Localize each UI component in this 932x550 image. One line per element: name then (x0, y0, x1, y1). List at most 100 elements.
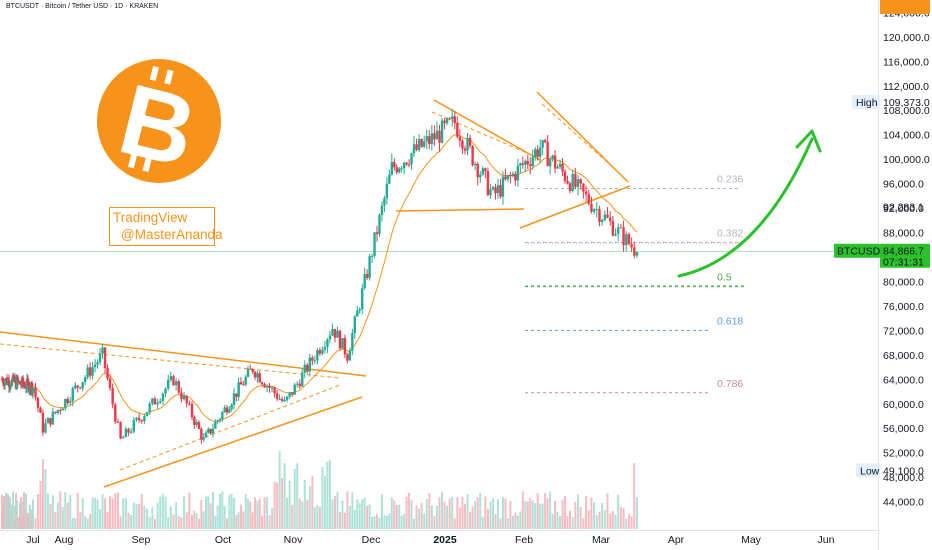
candle-body (393, 162, 396, 168)
volume-bar (288, 480, 291, 529)
candle-body (598, 208, 601, 222)
candle-body (10, 379, 14, 386)
volume-bar (159, 496, 162, 529)
candle-body (145, 412, 149, 417)
volume-bar (135, 503, 138, 529)
volume-bar (428, 493, 431, 529)
candle-body (202, 437, 205, 440)
volume-bar (526, 501, 529, 529)
candle-body (81, 382, 84, 389)
candle-body (468, 137, 472, 146)
candle-body (433, 133, 436, 140)
volume-bar (400, 515, 403, 529)
volume-bar (368, 504, 371, 529)
volume-bar (207, 496, 210, 529)
candle-body (373, 232, 376, 256)
candle-body (398, 168, 401, 173)
candle-body (383, 198, 386, 206)
candle-body (28, 389, 32, 393)
candle-body (435, 130, 439, 140)
volume-bar (361, 499, 364, 529)
candle-body (106, 367, 109, 379)
volume-bar (353, 509, 356, 529)
ema-value-bg (880, 0, 930, 14)
price-tick-label: 108,000.0 (883, 105, 930, 117)
candle-body (541, 140, 544, 148)
candle-body (553, 155, 557, 169)
volume-bar (456, 497, 459, 529)
candle-body (275, 393, 279, 399)
volume-bar (228, 495, 231, 529)
price-tick-label: 116,000.0 (883, 56, 929, 68)
candle-body (445, 118, 449, 124)
volume-bar (61, 507, 64, 529)
volume-bar (223, 506, 226, 529)
candle-body (182, 395, 186, 400)
candle-body (516, 165, 520, 181)
volume-bar (496, 498, 499, 529)
candle-body (108, 378, 112, 389)
candle-body (66, 399, 69, 403)
candle-body (489, 189, 492, 196)
candle-body (306, 364, 309, 372)
price-tick-label: 100,000.0 (883, 154, 930, 166)
price-tick-label: 80,000.0 (883, 276, 924, 288)
candle-body (137, 417, 141, 421)
volume-bar (127, 512, 130, 529)
candle-body (225, 407, 229, 413)
time-axis[interactable]: Jul Aug Sep Oct Nov Dec 2025 Feb Mar Apr May Jun (26, 534, 834, 546)
candle-body (159, 400, 162, 403)
symbol-title[interactable]: BTCUSDT · Bitcoin / Tether USD · 1D · KR… (6, 3, 159, 10)
candle-body (301, 372, 304, 387)
volume-bar (94, 497, 97, 529)
candle-body (471, 145, 474, 166)
volume-bar (506, 517, 509, 529)
candle-body (625, 234, 628, 246)
candle-body (563, 171, 567, 181)
volume-bar (415, 505, 418, 529)
candle-body (36, 397, 40, 408)
price-tick-label: 44,000.0 (883, 497, 924, 509)
candle-body (251, 369, 254, 372)
candle-body (318, 350, 322, 354)
volume-bar (451, 496, 454, 529)
volume-bar (536, 493, 539, 529)
candle-body (543, 140, 547, 143)
volume-bar (49, 503, 52, 529)
volume-bar (590, 497, 593, 529)
volume-bar (371, 516, 374, 529)
price-axis[interactable]: 124,000.0120,000.0116,000.0112,000.0108,… (883, 7, 930, 508)
volume-bar (251, 512, 254, 529)
candle-body (499, 185, 502, 197)
candle-body (86, 367, 89, 378)
volume-bar (89, 514, 92, 529)
volume-bar (611, 511, 614, 529)
candle-body (235, 393, 238, 397)
price-tick-label: 104,000.0 (883, 130, 930, 142)
candle-body (54, 411, 57, 414)
candle-body (268, 385, 271, 388)
candle-body (365, 274, 369, 278)
volume-bar (283, 463, 286, 529)
volume-bar (12, 491, 14, 529)
volume-bar (336, 491, 339, 529)
candle-body (188, 403, 191, 405)
volume-bar (193, 510, 196, 529)
candle-body (448, 118, 451, 120)
candle-body (244, 376, 247, 385)
volume-bar (501, 496, 504, 529)
watermark-box: TradingView @MasterAnanda (109, 207, 223, 246)
time-tick-label: Oct (215, 534, 231, 546)
fibonacci-retracement: 0.236 0.382 0.5 0.618 0.786 (525, 174, 744, 394)
candle-body (395, 167, 398, 173)
volume-bar (156, 502, 159, 529)
symbol-price-tag-bg (834, 243, 880, 258)
volume-bar (516, 515, 519, 529)
candle-body (311, 357, 314, 361)
price-tick-label: 56,000.0 (883, 423, 924, 435)
candle-body (26, 378, 30, 383)
candle-body (166, 380, 170, 389)
time-tick-label: 2025 (433, 534, 457, 546)
volume-bar (585, 495, 588, 529)
